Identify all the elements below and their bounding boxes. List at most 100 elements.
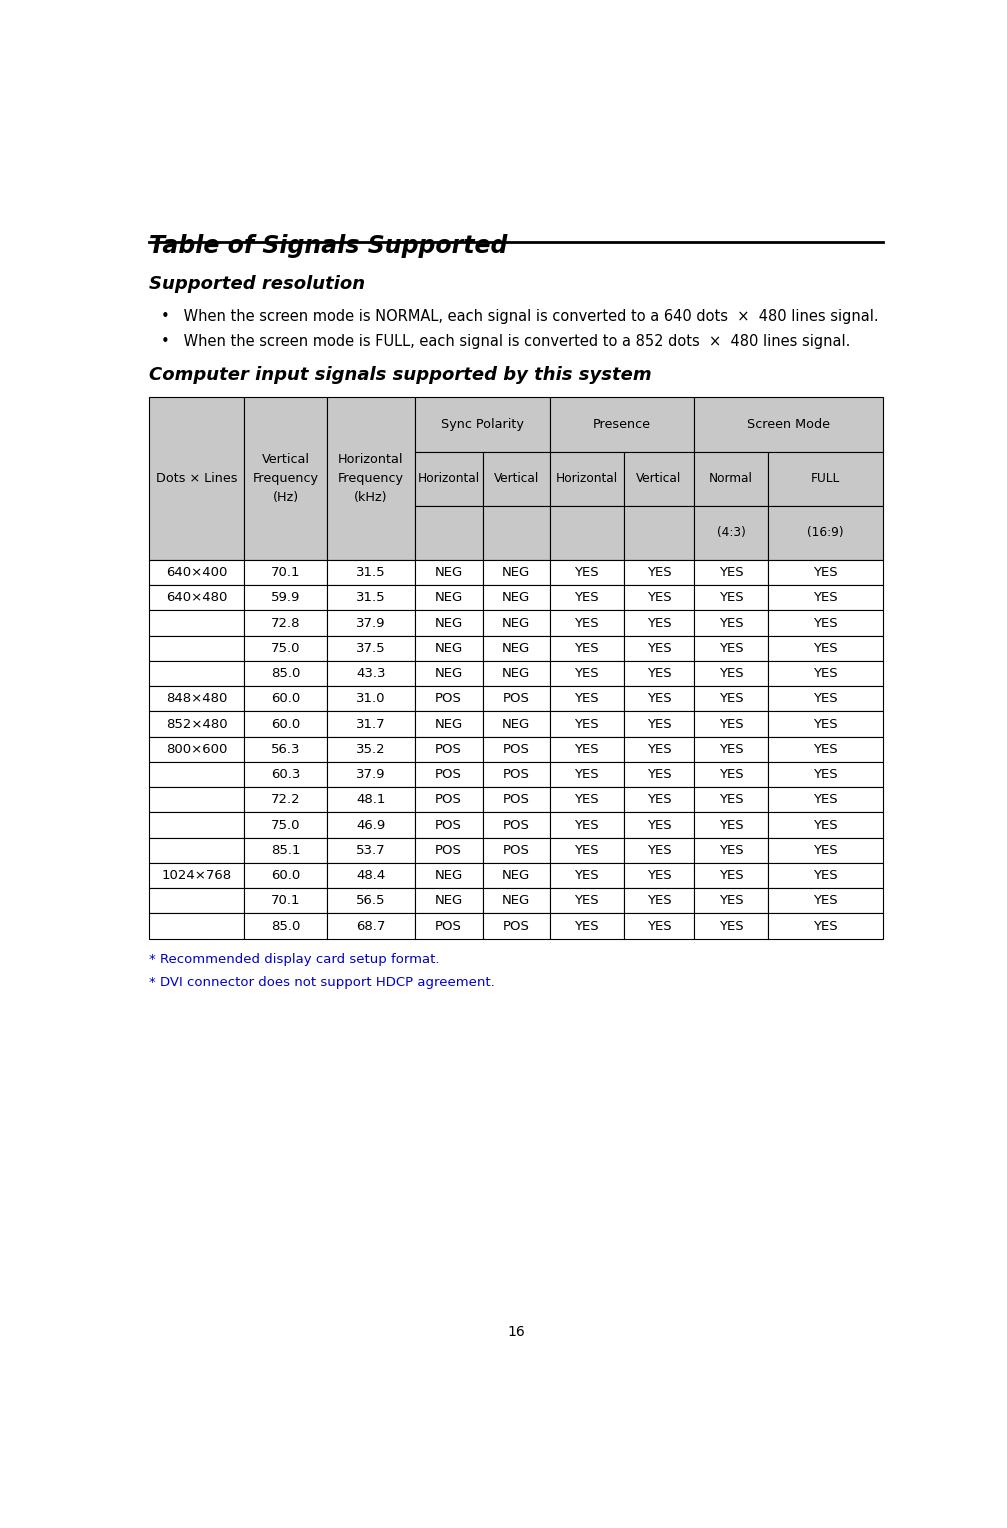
Bar <box>768 636 883 662</box>
Bar <box>694 863 768 888</box>
Bar <box>482 837 550 863</box>
Text: 31.5: 31.5 <box>356 565 386 579</box>
Text: 43.3: 43.3 <box>356 668 386 680</box>
Bar <box>245 397 327 559</box>
Text: Sync Polarity: Sync Polarity <box>441 419 524 431</box>
Text: YES: YES <box>814 793 838 807</box>
Bar <box>415 610 482 636</box>
Bar <box>245 610 327 636</box>
Text: YES: YES <box>574 843 599 857</box>
Bar <box>694 686 768 712</box>
Text: POS: POS <box>435 769 462 781</box>
Bar <box>694 610 768 636</box>
Text: POS: POS <box>435 793 462 807</box>
Bar <box>550 585 623 610</box>
Bar <box>623 762 694 787</box>
Text: 1024×768: 1024×768 <box>162 869 232 882</box>
Bar <box>482 686 550 712</box>
Text: 16: 16 <box>508 1325 525 1339</box>
Text: 46.9: 46.9 <box>356 819 386 831</box>
Text: YES: YES <box>646 743 672 756</box>
Text: YES: YES <box>574 718 599 730</box>
Bar <box>550 662 623 686</box>
Text: POS: POS <box>435 743 462 756</box>
Bar <box>327 610 415 636</box>
Text: YES: YES <box>814 819 838 831</box>
Text: YES: YES <box>574 668 599 680</box>
Text: 60.0: 60.0 <box>271 718 300 730</box>
Text: 31.7: 31.7 <box>356 718 386 730</box>
Text: YES: YES <box>814 769 838 781</box>
Bar <box>694 787 768 813</box>
Text: NEG: NEG <box>501 894 531 908</box>
Bar <box>768 559 883 585</box>
Bar <box>550 888 623 914</box>
Bar <box>327 762 415 787</box>
Text: YES: YES <box>574 920 599 932</box>
Text: YES: YES <box>646 843 672 857</box>
Text: YES: YES <box>574 819 599 831</box>
Bar <box>482 712 550 736</box>
Bar <box>694 662 768 686</box>
Text: 37.9: 37.9 <box>356 769 386 781</box>
Text: 31.0: 31.0 <box>356 692 386 706</box>
Text: YES: YES <box>719 642 743 656</box>
Bar <box>327 914 415 938</box>
Bar <box>550 686 623 712</box>
Bar <box>550 837 623 863</box>
Bar <box>245 813 327 837</box>
Text: YES: YES <box>719 819 743 831</box>
Bar <box>768 585 883 610</box>
Bar <box>245 736 327 762</box>
Bar <box>149 888 245 914</box>
Text: YES: YES <box>814 920 838 932</box>
Bar <box>149 787 245 813</box>
Bar <box>149 712 245 736</box>
Text: Vertical: Vertical <box>636 472 682 486</box>
Text: NEG: NEG <box>434 642 462 656</box>
Bar <box>623 662 694 686</box>
Text: 72.8: 72.8 <box>271 616 301 630</box>
Text: YES: YES <box>646 591 672 604</box>
Text: NEG: NEG <box>434 869 462 882</box>
Bar <box>245 712 327 736</box>
Text: 59.9: 59.9 <box>271 591 300 604</box>
Text: •   When the screen mode is FULL, each signal is converted to a 852 dots  ×  480: • When the screen mode is FULL, each sig… <box>161 335 850 348</box>
Text: 70.1: 70.1 <box>271 565 301 579</box>
Bar <box>694 559 768 585</box>
Bar <box>768 610 883 636</box>
Bar <box>768 863 883 888</box>
Text: 70.1: 70.1 <box>271 894 301 908</box>
Bar <box>694 813 768 837</box>
Text: YES: YES <box>814 869 838 882</box>
Text: Screen Mode: Screen Mode <box>747 419 830 431</box>
Text: YES: YES <box>719 920 743 932</box>
Text: YES: YES <box>719 616 743 630</box>
Text: 37.5: 37.5 <box>356 642 386 656</box>
Bar <box>482 787 550 813</box>
Bar <box>149 762 245 787</box>
Text: YES: YES <box>719 769 743 781</box>
Text: POS: POS <box>435 692 462 706</box>
Text: 31.5: 31.5 <box>356 591 386 604</box>
Bar <box>415 736 482 762</box>
Text: YES: YES <box>814 894 838 908</box>
Bar <box>550 736 623 762</box>
Bar <box>694 506 768 559</box>
Bar <box>482 610 550 636</box>
Text: 56.3: 56.3 <box>271 743 301 756</box>
Bar <box>623 813 694 837</box>
Bar <box>550 762 623 787</box>
Bar <box>482 506 550 559</box>
Bar <box>149 736 245 762</box>
Text: NEG: NEG <box>434 616 462 630</box>
Text: NEG: NEG <box>434 718 462 730</box>
Bar <box>327 397 415 559</box>
Bar <box>245 787 327 813</box>
Bar <box>482 636 550 662</box>
Bar <box>694 837 768 863</box>
Text: 800×600: 800×600 <box>166 743 228 756</box>
Text: 60.3: 60.3 <box>271 769 300 781</box>
Bar <box>149 636 245 662</box>
Text: YES: YES <box>646 869 672 882</box>
